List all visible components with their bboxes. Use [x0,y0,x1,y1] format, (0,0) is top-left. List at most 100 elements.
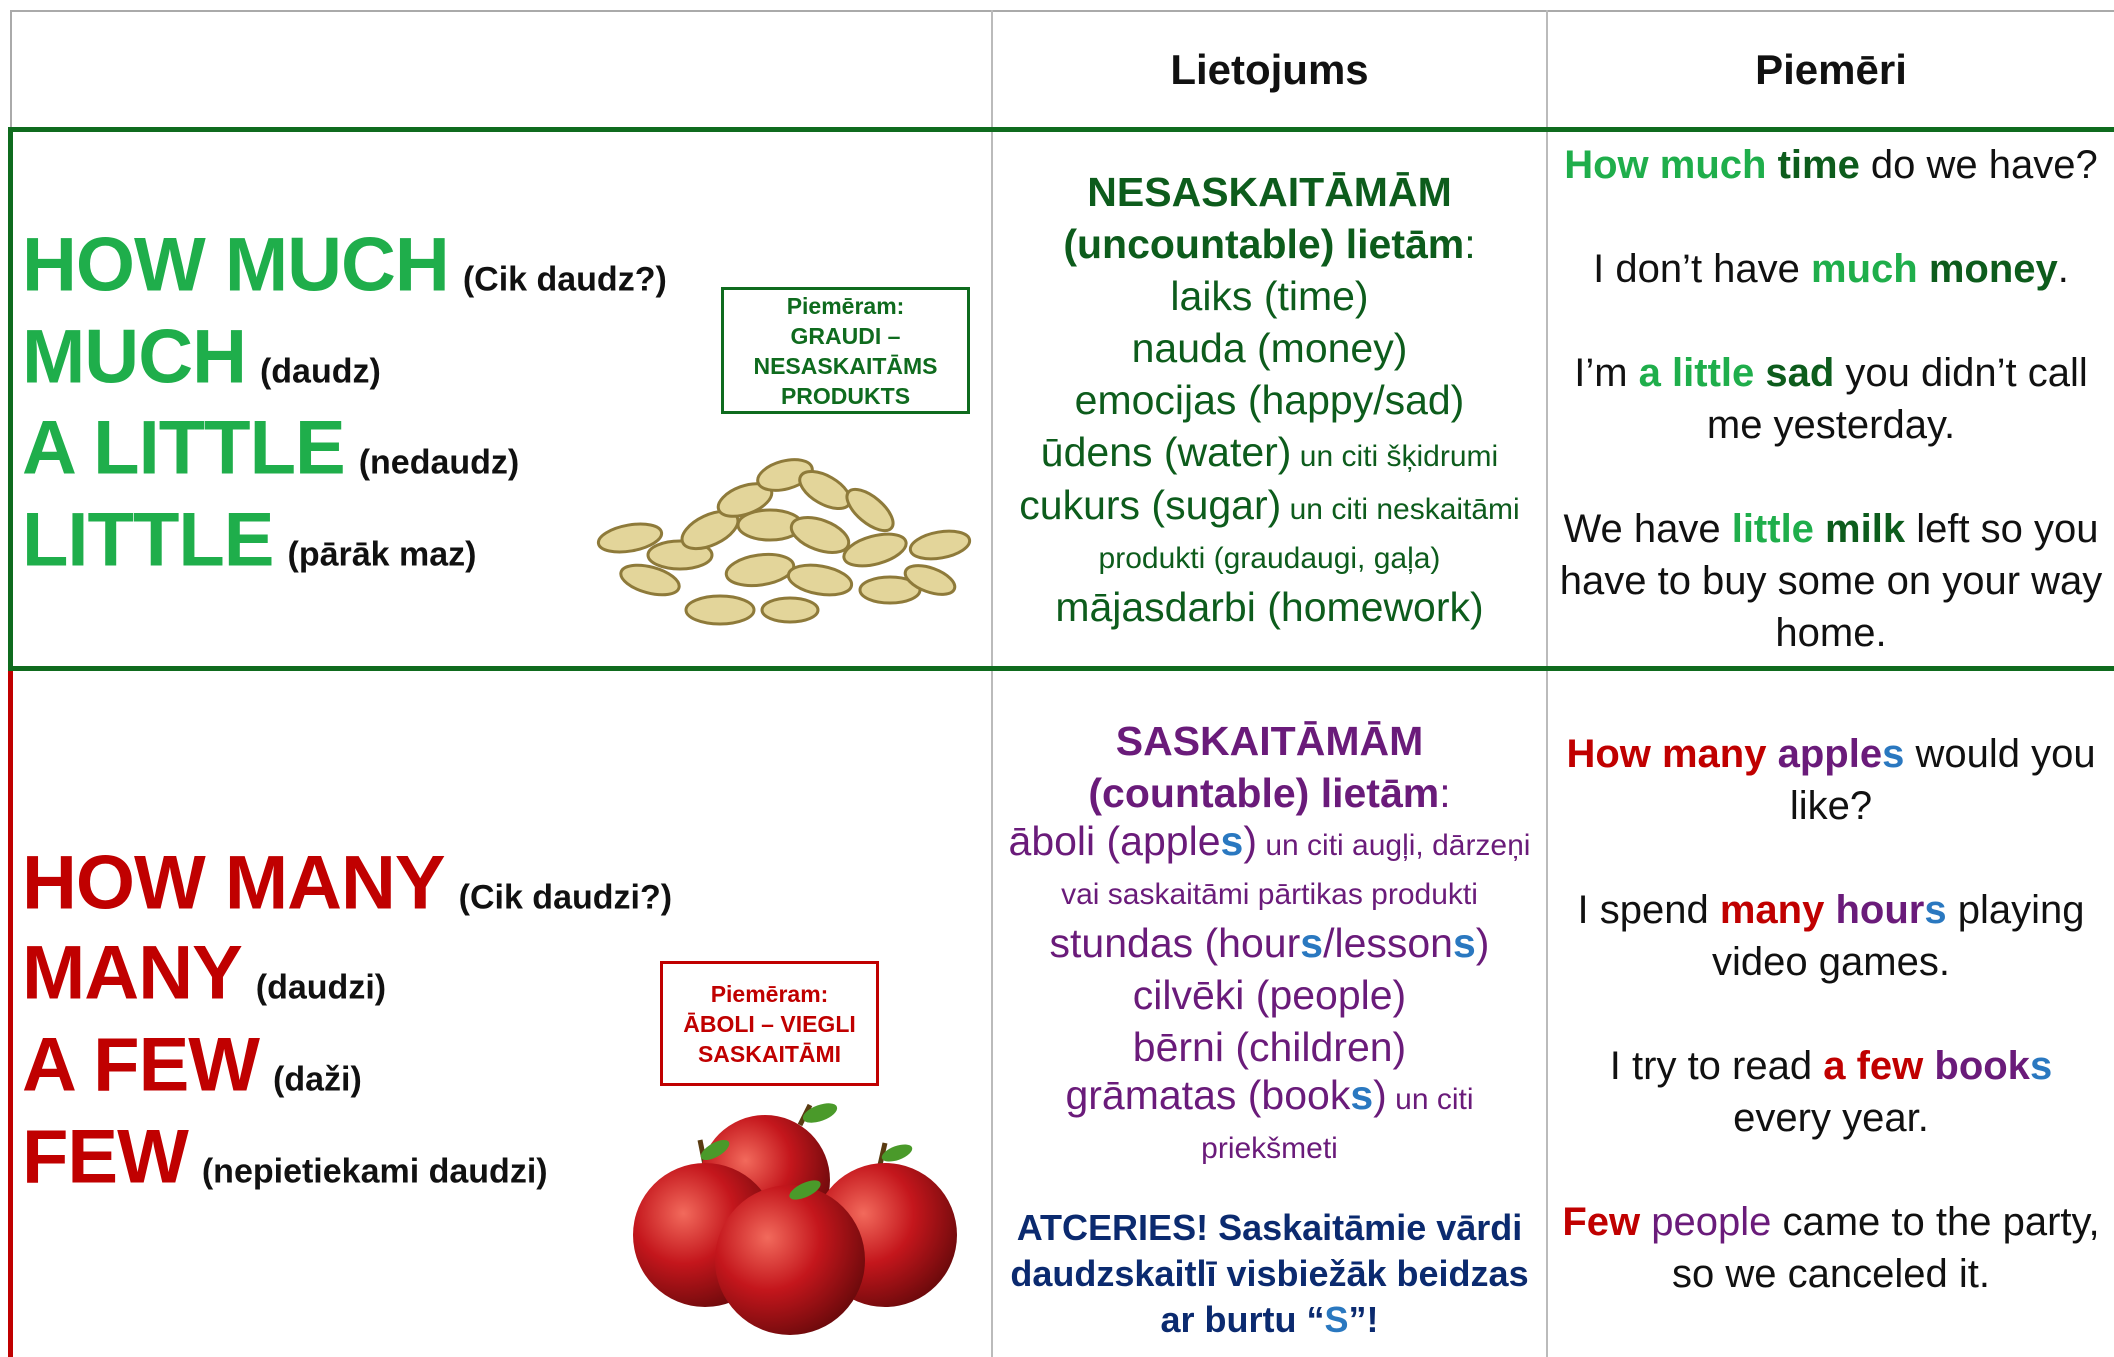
usage-text: un citi neskaitāmi produkti (graudaugi, … [1098,492,1520,575]
term-translation: (pārāk maz) [287,535,477,574]
example-text: . [2057,247,2069,291]
example-text: a few [1823,1044,1924,1088]
usage-text: s [1350,1072,1374,1118]
usage-text: bērni (children) [1132,1024,1407,1070]
left-border-green [8,127,13,671]
usage-text: āboli (apple [1008,818,1221,864]
col-line [991,10,993,1357]
usage-line: cilvēki (people) [1133,969,1406,1021]
note-line: Piemēram: [786,292,905,319]
usage-line: ūdens (water) un citi šķidrumi [1041,426,1498,483]
reminder: ATCERIES! Saskaitāmie vārdi daudzskaitlī… [1007,1205,1532,1343]
example-text: a little [1638,351,1755,395]
header-text: Piemēri [1755,46,1907,93]
term: MANY (daudzi) [22,930,386,1017]
usage-text: NESASKAITĀMĀM [1087,168,1452,215]
example-text: time [1766,143,1860,187]
example-text: would you like? [1789,732,2096,828]
example-text: s [1924,888,1947,932]
usage-text: : [1439,770,1451,816]
example-note: Piemēram: ĀBOLI – VIEGLI SASKAITĀMI [660,961,879,1086]
usage-text: un citi šķidrumi [1291,439,1499,473]
usage-text: s [1452,920,1476,966]
term: A FEW (daži) [22,1022,362,1109]
usage-line: grāmatas (books) un citi priekšmeti [1007,1073,1532,1171]
header-cell: Lietojums [993,12,1546,128]
usage-line: mājasdarbi (homework) [1055,581,1483,633]
usage-line: nauda (money) [1132,322,1408,374]
example-text: people [1640,1200,1772,1244]
usage-text: laiks (time) [1170,272,1369,319]
example-text: you didn’t call me yesterday. [1706,351,2088,447]
example-text: every year. [1733,1096,1929,1140]
term: FEW (nepietiekami daudzi) [22,1114,548,1201]
term-word: A FEW [22,1022,260,1108]
term-word: HOW MANY [22,840,446,926]
example-text: sad [1754,351,1835,395]
usage-cell: SASKAITĀMĀM (countable) lietām: āboli (a… [993,671,1546,1357]
term-translation: (Cik daudz?) [462,260,667,299]
term-translation: (daži) [273,1060,362,1099]
reminder-text: S [1324,1299,1349,1340]
example: I spend many hours playing video games. [1556,884,2106,988]
note-line: PRODUKTS [780,382,911,409]
header-text: Lietojums [1170,46,1369,93]
example: How much time do we have? [1564,139,2098,191]
note-line: Piemēram: [710,980,829,1007]
usage-line: emocijas (happy/sad) [1075,374,1465,426]
usage-text: un citi augļi, dārzeņi vai saskaitāmi pā… [1061,829,1531,911]
usage-text: ) [1243,818,1257,864]
term-word: FEW [22,1114,189,1200]
usage-line: āboli (apples) un citi augļi, dārzeņi va… [1007,819,1532,917]
usage-text: emocijas (happy/sad) [1074,376,1465,423]
term: HOW MUCH (Cik daudz?) [22,222,667,309]
usage-line: (uncountable) lietām: [1063,218,1475,270]
note-line: GRAUDI – [790,322,901,349]
example-text: I’m [1574,351,1639,395]
usage-text: mājasdarbi (homework) [1055,583,1484,630]
example-text: I don’t have [1593,247,1812,291]
term-word: LITTLE [22,497,275,583]
top-border [10,10,2114,12]
term: A LITTLE (nedaudz) [22,405,519,492]
left-border-red [8,671,13,1357]
term: HOW MANY (Cik daudzi?) [22,840,672,927]
reminder-text: ATCERIES! Saskaitāmie vārdi daudzskaitlī… [1010,1207,1529,1340]
term-word: A LITTLE [22,405,346,491]
example-text: came to the party, so we canceled it. [1672,1200,2100,1296]
example-text: apple [1766,732,1883,776]
usage-line: (countable) lietām: [1088,767,1450,819]
term-word: MANY [22,930,243,1016]
example-text: many [1719,888,1825,932]
usage-text: ) [1475,920,1490,966]
term-translation: (Cik daudzi?) [458,878,673,917]
example: We have little milk left so you have to … [1556,503,2106,659]
usage-line: laiks (time) [1170,270,1368,322]
term: MUCH (daudz) [22,314,381,401]
note-line: NESASKAITĀMS [753,352,938,379]
col-line [1546,10,1548,1357]
example: Few people came to the party, so we canc… [1556,1196,2106,1300]
usage-text: (uncountable) lietām [1063,220,1465,267]
note-line: ĀBOLI – VIEGLI [683,1010,856,1037]
examples-cell: How many apples would you like? I spend … [1548,671,2114,1357]
example-text: little [1731,507,1814,551]
usage-cell: NESASKAITĀMĀM (uncountable) lietām: laik… [993,132,1546,666]
row-border [8,666,2114,671]
usage-text: grāmatas (book [1065,1072,1351,1118]
term-word: MUCH [22,314,247,400]
example-text: book [1923,1044,2030,1088]
examples-cell: How much time do we have? I don’t have m… [1548,132,2114,666]
usage-text: : [1464,220,1476,267]
usage-line: SASKAITĀMĀM [1116,715,1423,767]
term-word: HOW MUCH [22,222,450,308]
usage-line: stundas (hours/lessons) [1050,917,1490,969]
example: I’m a little sad you didn’t call me yest… [1556,347,2106,451]
example-text: I try to read [1609,1044,1824,1088]
term-translation: (daudz) [259,352,381,391]
usage-text: cukurs (sugar) [1019,481,1282,528]
usage-text: ) [1373,1072,1387,1118]
usage-line: bērni (children) [1133,1021,1406,1073]
row-border [8,127,2114,132]
